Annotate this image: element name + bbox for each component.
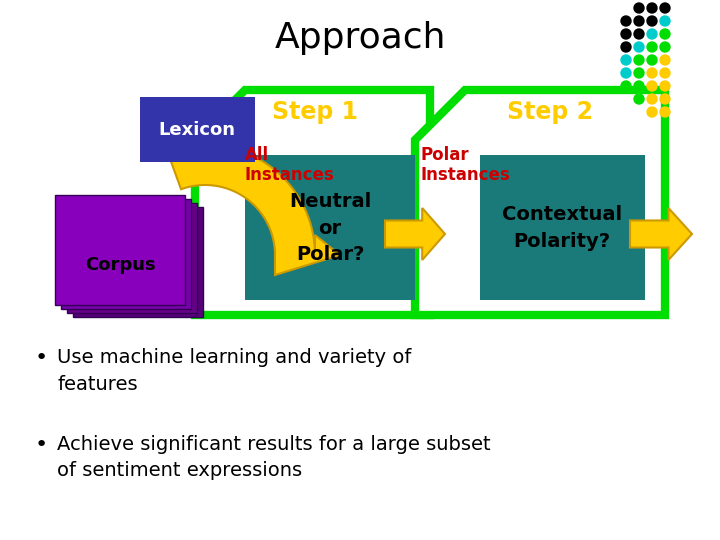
Text: Contextual
Polarity?: Contextual Polarity? [502, 205, 622, 251]
FancyBboxPatch shape [480, 155, 645, 300]
Text: Step 1: Step 1 [272, 100, 358, 124]
Text: Neutral
or
Polar?: Neutral or Polar? [289, 192, 371, 264]
Circle shape [660, 81, 670, 91]
Circle shape [660, 16, 670, 26]
Circle shape [634, 68, 644, 78]
Circle shape [634, 42, 644, 52]
Circle shape [634, 29, 644, 39]
Circle shape [621, 81, 631, 91]
Circle shape [660, 107, 670, 117]
FancyBboxPatch shape [61, 199, 191, 309]
Text: Corpus: Corpus [85, 256, 156, 274]
Circle shape [647, 29, 657, 39]
Circle shape [660, 29, 670, 39]
Text: •: • [35, 348, 48, 368]
FancyBboxPatch shape [55, 195, 185, 305]
Text: Achieve significant results for a large subset
of sentiment expressions: Achieve significant results for a large … [57, 435, 490, 481]
Circle shape [621, 68, 631, 78]
Circle shape [634, 81, 644, 91]
Text: Lexicon: Lexicon [158, 121, 235, 139]
Circle shape [647, 94, 657, 104]
Circle shape [634, 3, 644, 13]
Circle shape [647, 81, 657, 91]
Circle shape [660, 94, 670, 104]
Circle shape [647, 107, 657, 117]
Polygon shape [195, 90, 430, 315]
Circle shape [647, 3, 657, 13]
Text: All
Instances: All Instances [245, 146, 335, 184]
Circle shape [647, 42, 657, 52]
FancyBboxPatch shape [67, 203, 197, 313]
Circle shape [621, 42, 631, 52]
Polygon shape [167, 145, 340, 275]
FancyBboxPatch shape [245, 155, 415, 300]
Circle shape [621, 16, 631, 26]
Text: •: • [35, 435, 48, 455]
Text: Step 2: Step 2 [507, 100, 593, 124]
Circle shape [634, 55, 644, 65]
Polygon shape [630, 208, 692, 260]
Polygon shape [385, 208, 445, 260]
Circle shape [647, 68, 657, 78]
FancyBboxPatch shape [140, 97, 255, 162]
Text: Use machine learning and variety of
features: Use machine learning and variety of feat… [57, 348, 411, 394]
Text: Approach: Approach [274, 21, 446, 55]
FancyBboxPatch shape [73, 207, 203, 317]
Polygon shape [415, 90, 665, 315]
Circle shape [621, 55, 631, 65]
Circle shape [621, 29, 631, 39]
Circle shape [660, 3, 670, 13]
Text: Polar
Instances: Polar Instances [420, 146, 510, 184]
Circle shape [647, 55, 657, 65]
Circle shape [660, 55, 670, 65]
Circle shape [634, 94, 644, 104]
Circle shape [634, 16, 644, 26]
Circle shape [647, 16, 657, 26]
Circle shape [660, 42, 670, 52]
Circle shape [660, 68, 670, 78]
